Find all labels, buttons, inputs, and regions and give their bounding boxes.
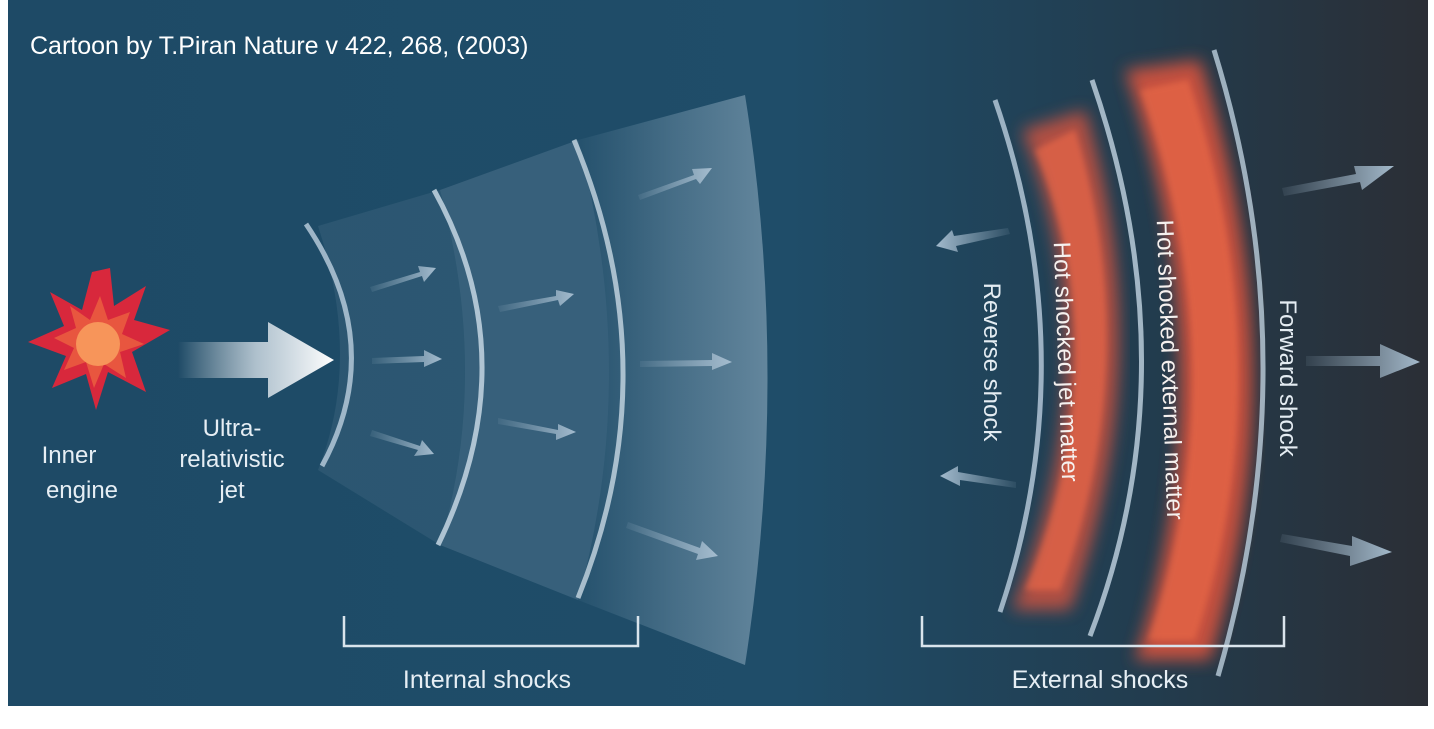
internal-shocks-label: Internal shocks (403, 666, 571, 694)
explosion-icon (28, 268, 170, 410)
internal-flow-arrows (370, 168, 732, 560)
frame-bottom-edge (0, 706, 1434, 729)
jet-label-line2: relativistic (179, 446, 284, 473)
external-shocks-bracket (920, 616, 1286, 648)
jet-label-line3: jet (218, 477, 245, 504)
forward-shock-label: Forward shock (1274, 299, 1301, 457)
frame-right-edge (1428, 0, 1434, 729)
internal-shocks-bracket (342, 616, 640, 648)
external-shock-lines (992, 49, 1266, 677)
caption: Cartoon by T.Piran Nature v 422, 268, (2… (30, 32, 528, 60)
external-shocks-label: External shocks (1012, 666, 1188, 694)
inner-engine-label-line2: engine (46, 477, 118, 504)
reverse-flow-arrows (936, 228, 1016, 488)
reverse-shock-label: Reverse shock (978, 283, 1005, 443)
jet-arrow (178, 322, 334, 398)
hot-shocked-regions (1012, 60, 1253, 660)
inner-engine-label-line1: Inner (42, 442, 97, 469)
internal-shells (303, 95, 768, 665)
forward-flow-arrows (1280, 166, 1420, 566)
jet-label-line1: Ultra- (203, 415, 262, 442)
